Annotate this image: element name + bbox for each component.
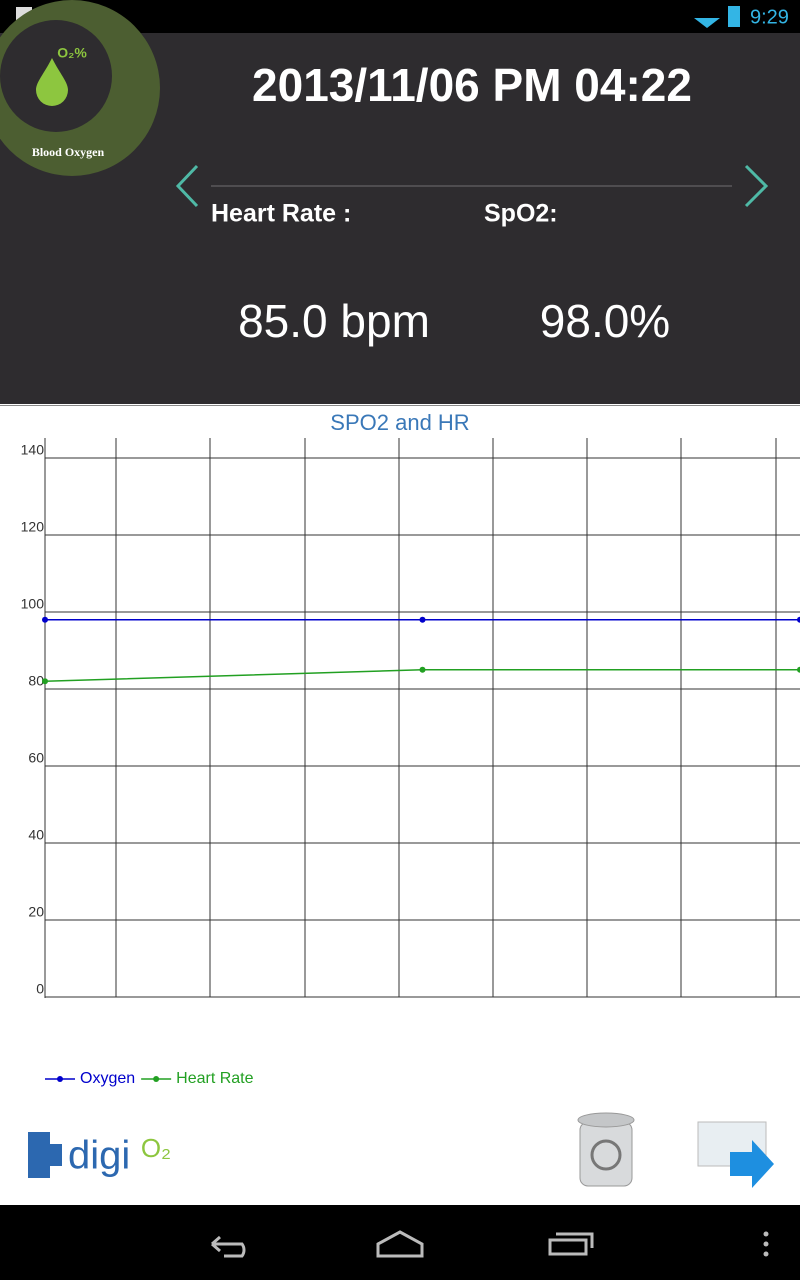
y-tick-label: 20 (28, 904, 44, 920)
legend-dot (57, 1076, 63, 1082)
y-tick-label: 40 (28, 827, 44, 843)
data-point (42, 678, 48, 685)
drop-icon (36, 58, 68, 106)
legend-label: Oxygen (80, 1070, 135, 1087)
heart-rate-value: 85.0 bpm (238, 295, 430, 347)
heart-rate-label: Heart Rate : (211, 200, 351, 228)
y-tick-label: 140 (21, 442, 45, 458)
send-button[interactable] (697, 1121, 774, 1188)
recycle-symbol (590, 1139, 622, 1171)
battery-icon (728, 6, 740, 27)
y-tick-label: 100 (21, 596, 45, 612)
prev-button[interactable] (175, 164, 199, 208)
trash-icon (579, 1121, 633, 1187)
delete-button[interactable] (577, 1112, 635, 1187)
y-tick-label: 60 (28, 750, 44, 766)
menu-dot (763, 1231, 769, 1237)
y-tick-label: 0 (36, 981, 44, 997)
spo2-label: SpO2: (484, 200, 558, 228)
brand-mark: O₂ (141, 1133, 171, 1163)
data-point (797, 616, 800, 623)
brand-name: digi (68, 1134, 130, 1178)
menu-dot (763, 1241, 769, 1247)
chart: 0 20 40 60 80 100 120 140 Oxygen Heart Rate (21, 442, 800, 1087)
data-point (419, 666, 426, 673)
status-time: 9:29 (750, 6, 789, 28)
logo-label: Blood Oxygen (32, 145, 105, 159)
chart-title: SPO2 and HR (330, 410, 469, 435)
menu-dot (763, 1251, 769, 1257)
logo-badge: O₂% (57, 45, 87, 61)
legend-dot (153, 1076, 160, 1082)
recent-apps-button[interactable] (548, 1232, 594, 1256)
vertical-grid (115, 438, 777, 997)
y-tick-label: 120 (21, 519, 45, 535)
legend-label: Heart Rate (176, 1070, 253, 1087)
data-point (797, 666, 800, 673)
navigation-bar (0, 1205, 800, 1280)
home-button[interactable] (376, 1230, 424, 1258)
spo2-value: 98.0% (540, 295, 670, 347)
data-point (419, 616, 426, 623)
data-point (42, 616, 48, 623)
trash-lid (577, 1112, 635, 1128)
brand-icon (28, 1132, 62, 1178)
y-tick-label: 80 (28, 673, 44, 689)
wifi-icon (694, 18, 720, 28)
datetime: 2013/11/06 PM 04:22 (252, 59, 692, 111)
next-button[interactable] (744, 164, 769, 208)
back-button[interactable] (211, 1235, 246, 1258)
menu-button[interactable] (763, 1231, 769, 1257)
arrow-icon (730, 1140, 774, 1188)
